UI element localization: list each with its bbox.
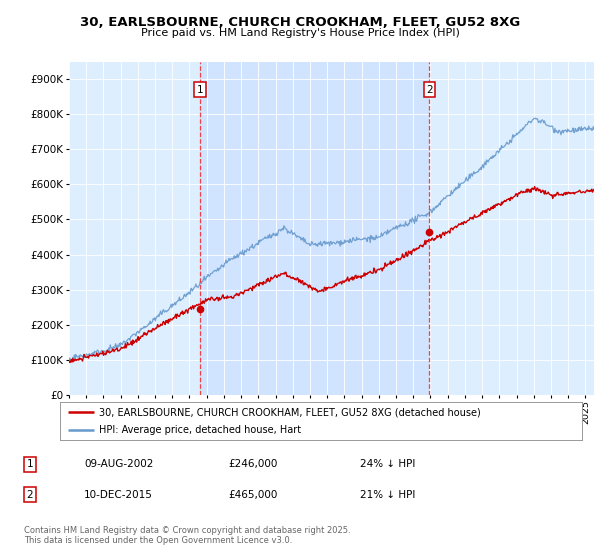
Text: 1: 1 bbox=[26, 459, 34, 469]
Text: 1: 1 bbox=[197, 85, 203, 95]
Text: £246,000: £246,000 bbox=[228, 459, 277, 469]
Text: HPI: Average price, detached house, Hart: HPI: Average price, detached house, Hart bbox=[99, 425, 301, 435]
Text: 21% ↓ HPI: 21% ↓ HPI bbox=[360, 490, 415, 500]
Text: 30, EARLSBOURNE, CHURCH CROOKHAM, FLEET, GU52 8XG: 30, EARLSBOURNE, CHURCH CROOKHAM, FLEET,… bbox=[80, 16, 520, 29]
Text: £465,000: £465,000 bbox=[228, 490, 277, 500]
Text: Price paid vs. HM Land Registry's House Price Index (HPI): Price paid vs. HM Land Registry's House … bbox=[140, 28, 460, 38]
Text: Contains HM Land Registry data © Crown copyright and database right 2025.
This d: Contains HM Land Registry data © Crown c… bbox=[24, 525, 350, 545]
Bar bbox=[200, 62, 430, 395]
Text: 30, EARLSBOURNE, CHURCH CROOKHAM, FLEET, GU52 8XG (detached house): 30, EARLSBOURNE, CHURCH CROOKHAM, FLEET,… bbox=[99, 407, 481, 417]
Text: 2: 2 bbox=[26, 490, 34, 500]
Text: 09-AUG-2002: 09-AUG-2002 bbox=[84, 459, 154, 469]
Text: 2: 2 bbox=[426, 85, 433, 95]
Text: 24% ↓ HPI: 24% ↓ HPI bbox=[360, 459, 415, 469]
Text: 10-DEC-2015: 10-DEC-2015 bbox=[84, 490, 153, 500]
